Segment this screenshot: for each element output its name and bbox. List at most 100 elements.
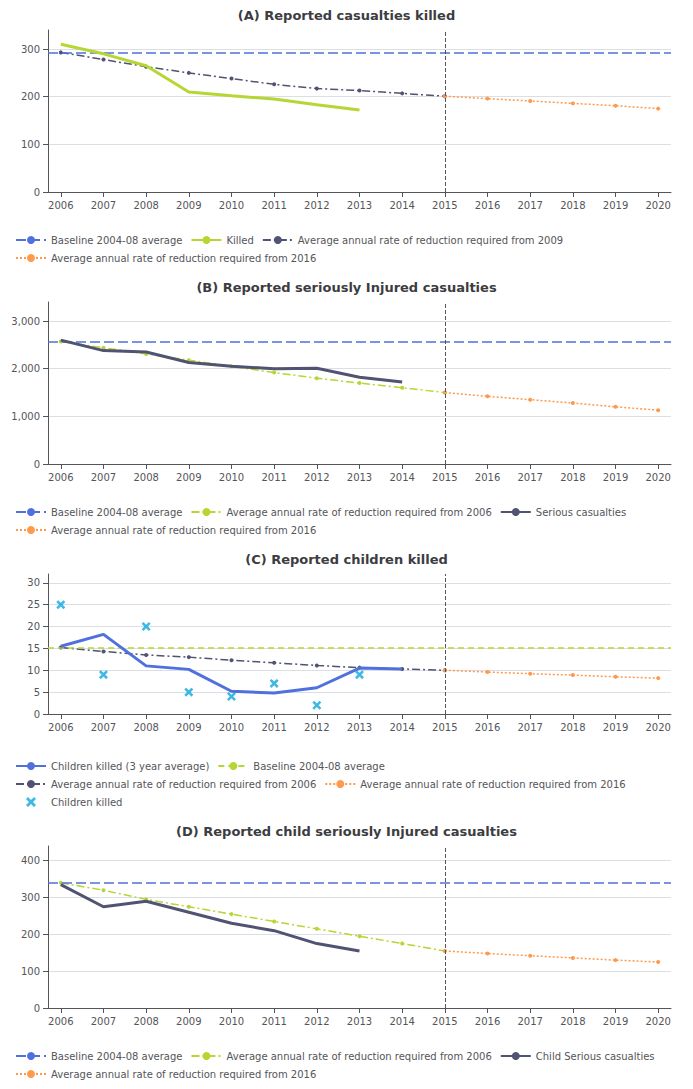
svg-text:(D) Reported child seriously I: (D) Reported child seriously Injured cas…	[176, 824, 517, 839]
svg-text:2012: 2012	[304, 472, 329, 483]
svg-text:3,000: 3,000	[11, 316, 40, 327]
svg-text:2011: 2011	[261, 1016, 286, 1027]
svg-text:2007: 2007	[91, 722, 116, 733]
svg-text:2006: 2006	[48, 200, 73, 211]
svg-text:(B) Reported seriously Injured: (B) Reported seriously Injured casualtie…	[196, 280, 497, 295]
svg-text:100: 100	[21, 139, 40, 150]
svg-text:5: 5	[34, 687, 40, 698]
svg-text:2016: 2016	[475, 1016, 500, 1027]
svg-text:2012: 2012	[304, 1016, 329, 1027]
svg-text:2016: 2016	[475, 200, 500, 211]
svg-text:2020: 2020	[645, 472, 670, 483]
svg-text:2018: 2018	[560, 472, 585, 483]
svg-text:200: 200	[21, 929, 40, 940]
svg-text:Average annual rate of reducti: Average annual rate of reduction require…	[226, 1051, 491, 1062]
svg-text:15: 15	[27, 643, 40, 654]
svg-text:2,000: 2,000	[11, 363, 40, 374]
svg-text:Average annual rate of reducti: Average annual rate of reduction require…	[51, 525, 316, 536]
svg-text:Killed: Killed	[226, 235, 253, 246]
svg-text:2020: 2020	[645, 722, 670, 733]
svg-text:2017: 2017	[517, 200, 542, 211]
svg-text:2006: 2006	[48, 1016, 73, 1027]
svg-text:2015: 2015	[432, 472, 457, 483]
svg-text:2008: 2008	[133, 472, 158, 483]
svg-text:2012: 2012	[304, 722, 329, 733]
svg-text:2018: 2018	[560, 200, 585, 211]
svg-text:2009: 2009	[176, 200, 201, 211]
svg-text:Average annual rate of reducti: Average annual rate of reduction require…	[51, 253, 316, 264]
svg-text:Average annual rate of reducti: Average annual rate of reduction require…	[298, 235, 563, 246]
svg-text:2010: 2010	[219, 722, 244, 733]
svg-text:2009: 2009	[176, 1016, 201, 1027]
svg-text:1,000: 1,000	[11, 411, 40, 422]
svg-text:2014: 2014	[389, 722, 414, 733]
svg-text:300: 300	[21, 44, 40, 55]
svg-text:Baseline 2004-08 average: Baseline 2004-08 average	[51, 507, 182, 518]
svg-text:2011: 2011	[261, 200, 286, 211]
svg-text:2014: 2014	[389, 472, 414, 483]
svg-text:0: 0	[34, 1003, 40, 1014]
svg-text:2016: 2016	[475, 722, 500, 733]
svg-text:Average annual rate of reducti: Average annual rate of reduction require…	[51, 1069, 316, 1080]
svg-text:2015: 2015	[432, 722, 457, 733]
svg-text:Baseline 2004-08 average: Baseline 2004-08 average	[51, 1051, 182, 1062]
svg-text:2009: 2009	[176, 472, 201, 483]
svg-text:Children killed (3 year averag: Children killed (3 year average)	[51, 761, 209, 772]
svg-text:2013: 2013	[347, 722, 372, 733]
svg-text:2008: 2008	[133, 1016, 158, 1027]
svg-text:2011: 2011	[261, 472, 286, 483]
svg-text:2017: 2017	[517, 472, 542, 483]
svg-text:Average annual rate of reducti: Average annual rate of reduction require…	[51, 779, 316, 790]
svg-text:2014: 2014	[389, 1016, 414, 1027]
svg-text:10: 10	[27, 665, 40, 676]
svg-text:2013: 2013	[347, 472, 372, 483]
svg-text:2019: 2019	[603, 472, 628, 483]
svg-text:2018: 2018	[560, 722, 585, 733]
svg-text:2019: 2019	[603, 200, 628, 211]
svg-text:300: 300	[21, 892, 40, 903]
svg-text:2008: 2008	[133, 200, 158, 211]
svg-text:2020: 2020	[645, 200, 670, 211]
svg-text:Average annual rate of reducti: Average annual rate of reduction require…	[360, 779, 625, 790]
svg-text:2006: 2006	[48, 472, 73, 483]
svg-text:2014: 2014	[389, 200, 414, 211]
svg-text:2017: 2017	[517, 1016, 542, 1027]
svg-text:Serious casualties: Serious casualties	[536, 507, 626, 518]
svg-text:2019: 2019	[603, 722, 628, 733]
svg-text:200: 200	[21, 91, 40, 102]
svg-text:2020: 2020	[645, 1016, 670, 1027]
svg-text:2007: 2007	[91, 200, 116, 211]
svg-text:2010: 2010	[219, 1016, 244, 1027]
svg-text:2013: 2013	[347, 1016, 372, 1027]
svg-text:25: 25	[27, 599, 40, 610]
svg-text:2007: 2007	[91, 472, 116, 483]
svg-text:400: 400	[21, 855, 40, 866]
svg-text:2006: 2006	[48, 722, 73, 733]
svg-text:Baseline 2004-08 average: Baseline 2004-08 average	[253, 761, 384, 772]
svg-text:2018: 2018	[560, 1016, 585, 1027]
svg-text:30: 30	[27, 577, 40, 588]
svg-text:2012: 2012	[304, 200, 329, 211]
svg-text:Baseline 2004-08 average: Baseline 2004-08 average	[51, 235, 182, 246]
svg-text:2008: 2008	[133, 722, 158, 733]
svg-text:20: 20	[27, 621, 40, 632]
svg-text:2015: 2015	[432, 200, 457, 211]
svg-text:(C) Reported children killed: (C) Reported children killed	[245, 552, 448, 567]
svg-text:2009: 2009	[176, 722, 201, 733]
svg-text:Child Serious casualties: Child Serious casualties	[536, 1051, 655, 1062]
svg-text:(A) Reported casualties killed: (A) Reported casualties killed	[238, 8, 455, 23]
svg-text:2010: 2010	[219, 200, 244, 211]
svg-text:Average annual rate of reducti: Average annual rate of reduction require…	[226, 507, 491, 518]
svg-text:2016: 2016	[475, 472, 500, 483]
svg-text:0: 0	[34, 459, 40, 470]
svg-text:2015: 2015	[432, 1016, 457, 1027]
svg-text:2007: 2007	[91, 1016, 116, 1027]
svg-text:2013: 2013	[347, 200, 372, 211]
svg-text:0: 0	[34, 709, 40, 720]
svg-text:0: 0	[34, 187, 40, 198]
svg-text:2019: 2019	[603, 1016, 628, 1027]
svg-text:2017: 2017	[517, 722, 542, 733]
svg-text:2010: 2010	[219, 472, 244, 483]
svg-text:Children killed: Children killed	[51, 797, 122, 808]
svg-text:100: 100	[21, 966, 40, 977]
